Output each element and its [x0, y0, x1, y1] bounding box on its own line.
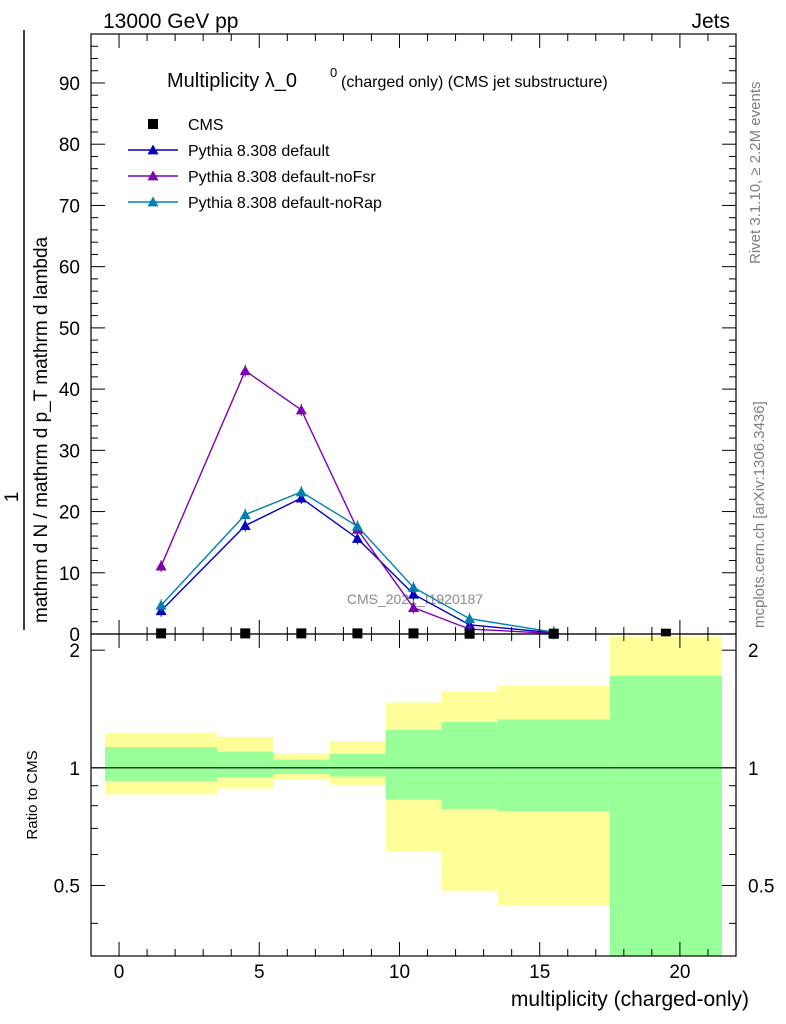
series-marker [464, 613, 476, 624]
series-line [160, 491, 554, 633]
x-tick-label: 15 [529, 962, 550, 983]
series-marker [408, 602, 419, 613]
data-point [156, 628, 167, 639]
header-left: 13000 GeV pp [103, 10, 238, 33]
legend-marker [147, 170, 159, 181]
ratio-y-tick-label-right: 2 [748, 641, 759, 662]
rivet-version-label: Rivet 3.1.10, ≥ 2.2M events [747, 82, 764, 265]
xlabel: multiplicity (charged-only) [511, 988, 749, 1011]
series-line [160, 497, 554, 634]
legend-label: Pythia 8.308 default-noRap [188, 195, 382, 212]
y-tick-label: 10 [59, 564, 80, 585]
ratio-ylabel: Ratio to CMS [24, 750, 41, 839]
series-marker [295, 404, 307, 415]
y-tick-label: 70 [59, 196, 80, 217]
plot-title: Multiplicity λ_0 [167, 70, 297, 92]
ratio-y-tick-label-right: 1 [748, 759, 759, 780]
y-tick-label: 0 [69, 625, 80, 646]
ratio-y-tick-label-right: 0.5 [748, 876, 774, 897]
uncertainty-band-green [441, 721, 498, 809]
series-marker [155, 599, 167, 610]
series-marker [351, 520, 363, 531]
series-marker [408, 581, 419, 592]
legend-marker-cms [148, 119, 158, 129]
y-tick-label: 40 [59, 380, 80, 401]
y-tick-label: 20 [59, 503, 80, 524]
y-tick-label: 50 [59, 319, 80, 340]
header-right: Jets [691, 10, 730, 33]
legend-label: Pythia 8.308 default-noFsr [188, 169, 376, 186]
y-tick-label: 60 [59, 258, 80, 279]
legend-marker [147, 196, 159, 207]
ylabel-denominator: mathrm d N / mathrm d p_T mathrm d lambd… [31, 236, 52, 623]
series-marker [239, 509, 251, 520]
data-point [240, 628, 251, 639]
y-tick-label: 80 [59, 135, 80, 156]
y-tick-label: 30 [59, 441, 80, 462]
source-label: mcplots.cern.ch [arXiv:1306.3436] [751, 401, 768, 628]
legend-marker [147, 144, 159, 155]
uncertainty-band-green [609, 675, 722, 956]
ylabel-numerator: 1 [2, 492, 23, 503]
watermark: CMS_2021_I1920187 [347, 591, 483, 607]
uncertainty-band-green [329, 753, 386, 777]
uncertainty-band-green [497, 719, 610, 812]
y-tick-label: 90 [59, 74, 80, 95]
series-marker [351, 532, 363, 543]
x-tick-label: 10 [389, 962, 410, 983]
ratio-y-tick-label: 2 [69, 641, 80, 662]
ratio-frame [90, 633, 737, 957]
x-tick-label: 0 [114, 962, 125, 983]
main-ylabel: 1 mathrm d N / mathrm d p_T mathrm d lam… [2, 30, 52, 630]
data-point [352, 628, 363, 639]
data-point [296, 628, 307, 639]
legend-label: Pythia 8.308 default [188, 143, 330, 160]
legend-label: CMS [188, 117, 224, 134]
ratio-y-tick-label: 0.5 [54, 876, 80, 897]
series-marker [239, 365, 251, 376]
plot-title-superscript: 0 [330, 65, 337, 80]
series-marker [155, 560, 167, 571]
series-marker [408, 588, 419, 599]
uncertainty-band-green [105, 747, 218, 782]
uncertainty-band-green [217, 751, 274, 778]
x-tick-label: 5 [254, 962, 265, 983]
main-plot: 0 10 20 30 40 50 60 70 80 90 CMS_2021_I1920187 Mult… [59, 33, 737, 646]
series-marker [239, 520, 251, 531]
series-marker [295, 486, 307, 497]
uncertainty-band-green [273, 759, 330, 774]
data-point [408, 628, 419, 639]
uncertainty-band-green [385, 729, 442, 800]
ratio-y-tick-label: 1 [69, 759, 80, 780]
ratio-plot: 0 5 10 15 20 0.5 0.5 1 1 2 2 [54, 620, 774, 983]
plot-subtitle: (charged only) (CMS jet substructure) [341, 74, 608, 91]
x-tick-label: 20 [669, 962, 690, 983]
